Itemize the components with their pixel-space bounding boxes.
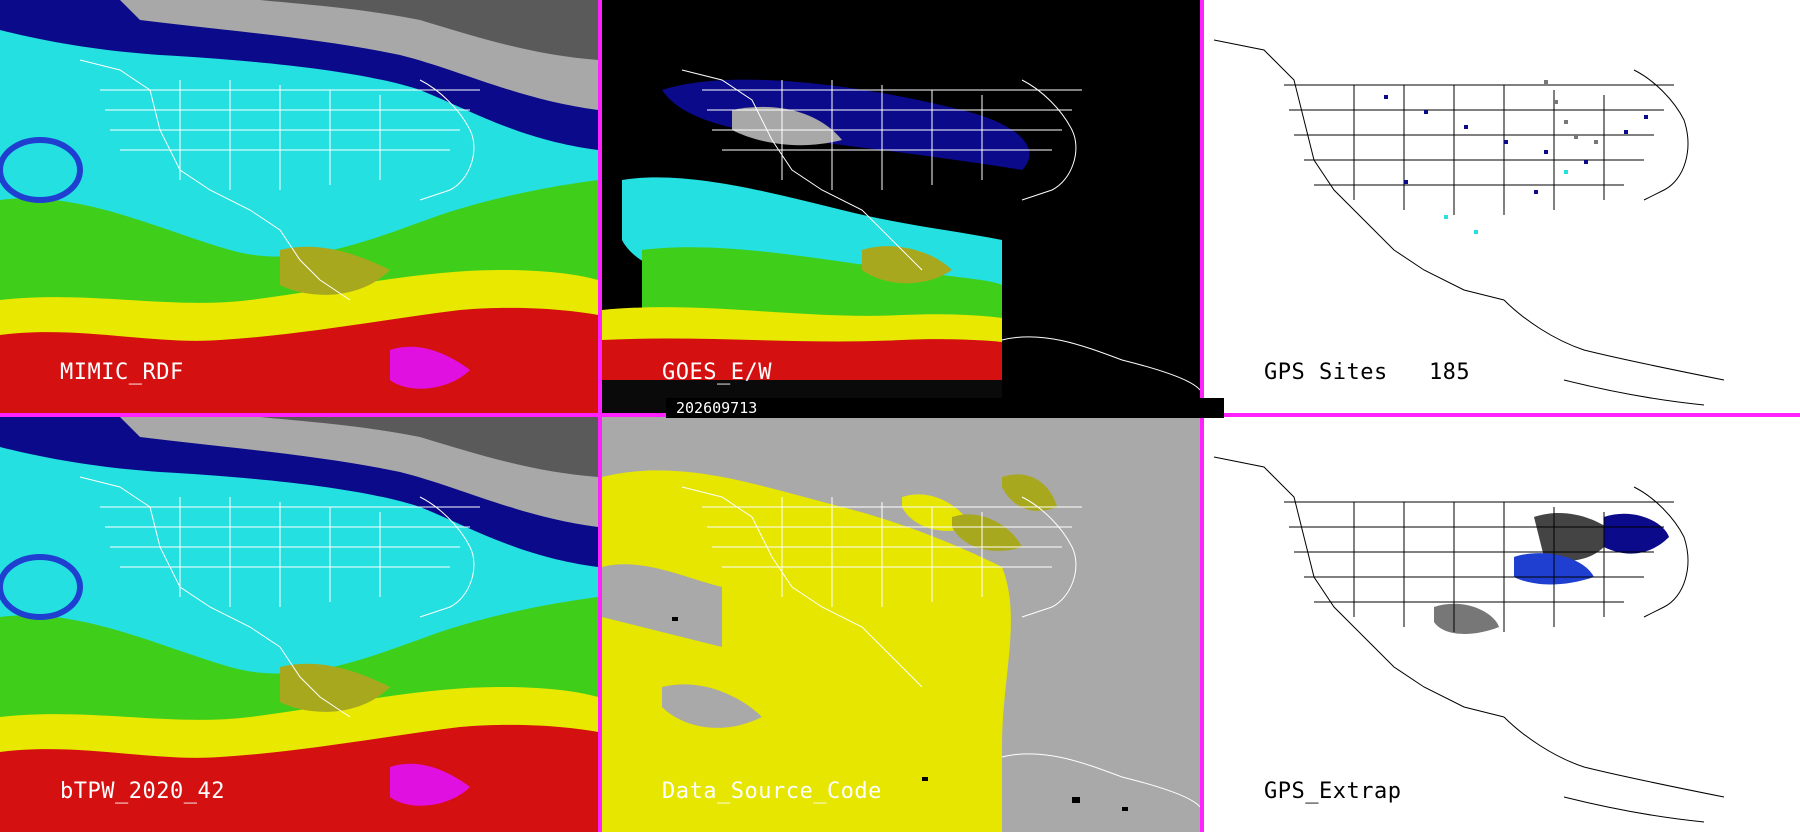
panel-label-btpw: bTPW_2020_42 bbox=[60, 779, 225, 804]
panel-label-data-source-code: Data_Source_Code bbox=[662, 779, 882, 804]
gps-extrap-map bbox=[1204, 417, 1800, 832]
gps-sites-map bbox=[1204, 0, 1800, 413]
panel-gps-extrap: GPS_Extrap bbox=[1204, 417, 1800, 832]
panel-label-mimic-rdf: MIMIC_RDF bbox=[60, 360, 184, 385]
tpw-map-goes bbox=[602, 0, 1200, 413]
tpw-map-mimic bbox=[0, 0, 598, 413]
panel-label-goes: GOES_E/W bbox=[662, 360, 772, 385]
panel-label-gps-sites: GPS Sites 185 bbox=[1264, 360, 1471, 385]
timestamp-bar: 202609713 bbox=[666, 398, 1224, 418]
tpw-map-btpw bbox=[0, 417, 598, 832]
panel-btpw: bTPW_2020_42 bbox=[0, 417, 598, 832]
panel-goes: GOES_E/W bbox=[602, 0, 1200, 413]
data-source-map bbox=[602, 417, 1200, 832]
panel-data-source-code: Data_Source_Code bbox=[602, 417, 1200, 832]
panel-label-gps-extrap: GPS_Extrap bbox=[1264, 779, 1402, 804]
panel-mimic-rdf: MIMIC_RDF bbox=[0, 0, 598, 413]
panel-gps-sites: GPS Sites 185 bbox=[1204, 0, 1800, 413]
